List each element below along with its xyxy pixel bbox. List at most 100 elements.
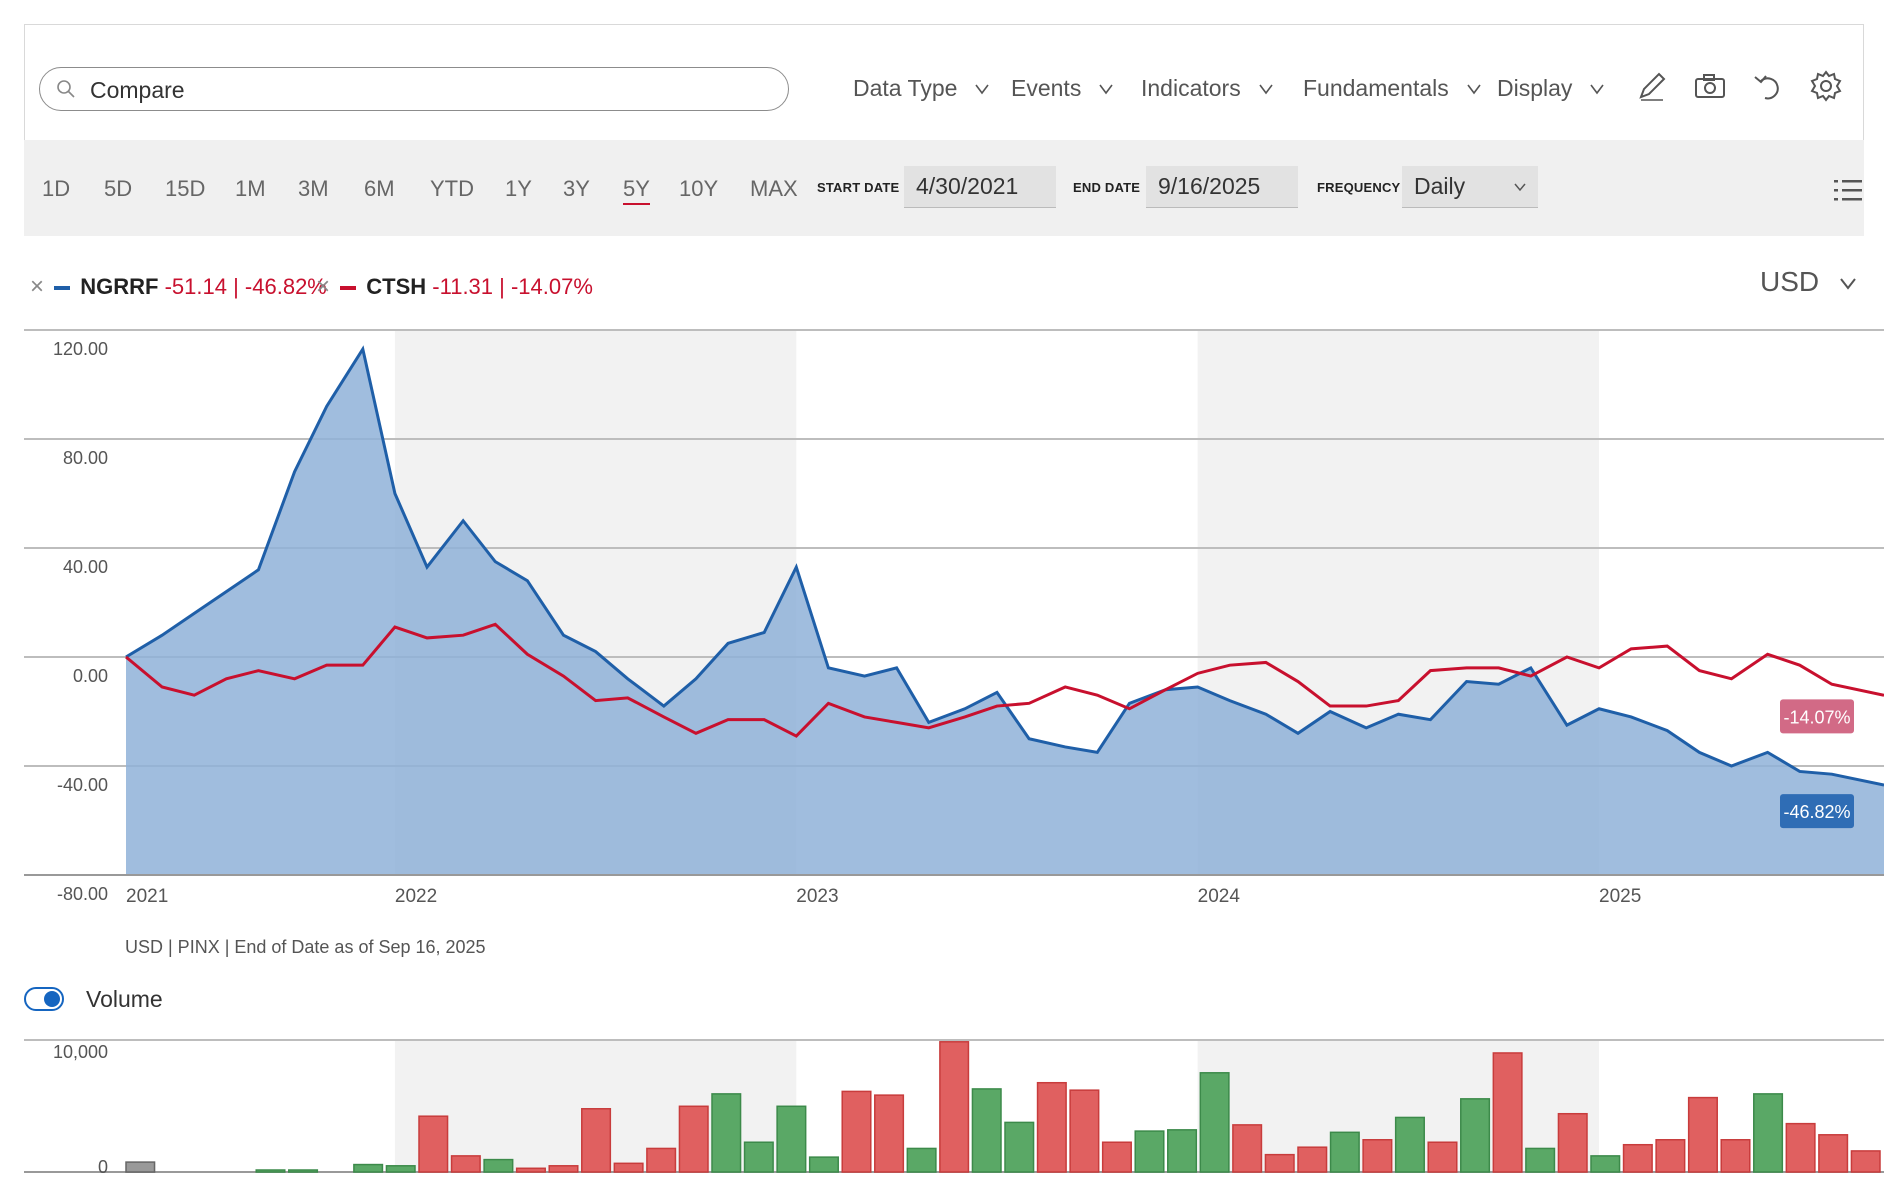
volume-bar xyxy=(288,1169,319,1173)
volume-bar xyxy=(1655,1139,1686,1173)
undo-icon[interactable] xyxy=(1751,69,1785,103)
volume-bar xyxy=(1687,1096,1718,1173)
ctsh-end-label: -14.07% xyxy=(1783,707,1850,727)
events-menu[interactable]: Events xyxy=(1011,75,1113,102)
y-tick-label: 120.00 xyxy=(53,339,108,359)
volume-bar xyxy=(1850,1150,1881,1173)
compare-search-input[interactable]: Compare xyxy=(39,67,789,111)
ngrrf-area xyxy=(126,349,1884,875)
range-15d[interactable]: 15D xyxy=(165,176,206,201)
range-5y[interactable]: 5Y xyxy=(623,176,650,205)
range-10y[interactable]: 10Y xyxy=(679,176,719,201)
volume-toggle[interactable] xyxy=(24,987,64,1011)
pencil-icon[interactable] xyxy=(1635,69,1669,103)
gear-icon[interactable] xyxy=(1809,69,1843,103)
menu-label-indicators: Indicators xyxy=(1141,75,1241,101)
display-menu[interactable]: Display xyxy=(1497,75,1605,102)
volume-bar xyxy=(255,1169,286,1173)
x-tick-label: 2025 xyxy=(1599,886,1641,907)
volume-bar xyxy=(353,1163,384,1173)
frequency-select[interactable]: Daily xyxy=(1402,166,1538,208)
x-tick-label: 2021 xyxy=(126,886,168,907)
volume-bar xyxy=(1622,1143,1653,1173)
volume-bar xyxy=(678,1105,709,1173)
list-menu-icon[interactable] xyxy=(1834,178,1862,202)
range-5d[interactable]: 5D xyxy=(104,176,133,201)
volume-bar xyxy=(1199,1072,1230,1173)
frequency-value: Daily xyxy=(1414,173,1466,199)
y-tick-label: 80.00 xyxy=(63,448,108,468)
remove-series-icon[interactable]: × xyxy=(316,273,331,300)
menu-label-display: Display xyxy=(1497,75,1573,101)
range-1d[interactable]: 1D xyxy=(42,176,71,201)
chevron-down-icon xyxy=(1840,278,1856,290)
currency-value: USD xyxy=(1760,266,1820,297)
end-date-input[interactable]: 9/16/2025 xyxy=(1146,166,1298,208)
remove-series-icon[interactable]: × xyxy=(30,273,45,300)
volume-bar xyxy=(906,1147,937,1173)
volume-bar xyxy=(125,1161,156,1173)
volume-bar xyxy=(450,1155,481,1173)
volume-bar xyxy=(776,1105,807,1173)
volume-bar xyxy=(1525,1147,1556,1173)
camera-icon[interactable] xyxy=(1693,69,1727,103)
x-tick-label: 2022 xyxy=(395,886,437,907)
fundamentals-menu[interactable]: Fundamentals xyxy=(1303,75,1481,102)
volume-bar xyxy=(1394,1116,1425,1173)
toggle-knob xyxy=(44,991,60,1007)
price-chart[interactable]: 120.00 80.00 40.00 0.00 -40.00 -80.00 2021 2022… xyxy=(0,320,1884,910)
range-1y[interactable]: 1Y xyxy=(505,176,532,201)
data-type-menu[interactable]: Data Type xyxy=(853,75,990,102)
volume-bar xyxy=(1329,1131,1360,1173)
ctsh-end-label-bg xyxy=(1780,699,1854,734)
chevron-down-icon xyxy=(1259,84,1273,94)
range-ytd[interactable]: YTD xyxy=(430,176,474,201)
range-1m[interactable]: 1M xyxy=(235,176,266,201)
indicators-menu[interactable]: Indicators xyxy=(1141,75,1273,102)
range-3m[interactable]: 3M xyxy=(298,176,329,201)
range-3y[interactable]: 3Y xyxy=(563,176,590,201)
volume-bar xyxy=(613,1162,644,1173)
range-6m[interactable]: 6M xyxy=(364,176,395,201)
legend-change: -51.14 | -46.82% xyxy=(164,274,327,299)
volume-bar xyxy=(1557,1112,1588,1173)
chevron-down-icon xyxy=(1467,84,1481,94)
volume-bar xyxy=(646,1147,677,1173)
chevron-down-icon xyxy=(1590,84,1605,94)
volume-bar xyxy=(1004,1121,1035,1173)
volume-chart: 10,000 0 xyxy=(24,1039,1884,1177)
x-tick-label: 2023 xyxy=(796,886,838,907)
volume-bar xyxy=(1492,1052,1523,1173)
volume-bar xyxy=(515,1167,546,1173)
volume-bar xyxy=(743,1141,774,1173)
frequency-label: FREQUENCY xyxy=(1317,180,1401,195)
menu-label-fundamentals: Fundamentals xyxy=(1303,75,1449,101)
y-tick-label: 0 xyxy=(98,1157,108,1177)
volume-bar xyxy=(581,1108,612,1173)
menu-label-events: Events xyxy=(1011,75,1082,101)
y-tick-label: 10,000 xyxy=(53,1042,108,1062)
ctsh-line xyxy=(125,622,1884,738)
search-icon xyxy=(57,80,75,98)
y-tick-label: -80.00 xyxy=(57,884,108,904)
start-date-input[interactable]: 4/30/2021 xyxy=(904,166,1056,208)
chevron-down-icon xyxy=(1099,84,1113,94)
volume-bar xyxy=(1785,1122,1816,1173)
volume-bar xyxy=(711,1093,742,1173)
volume-bar xyxy=(808,1156,839,1173)
end-date-label: END DATE xyxy=(1073,180,1141,195)
volume-bar xyxy=(939,1041,970,1173)
legend-symbol: CTSH xyxy=(366,274,427,299)
y-tick-label: 0.00 xyxy=(73,666,108,686)
volume-bar xyxy=(1362,1139,1393,1173)
y-tick-label: -40.00 xyxy=(57,775,108,795)
legend-item-ctsh: × CTSH -11.31 | -14.07% xyxy=(316,273,593,301)
legend-symbol: NGRRF xyxy=(80,274,159,299)
currency-select[interactable]: USD xyxy=(1760,266,1857,298)
date-range-bar: 1D 5D 15D 1M 3M 6M YTD 1Y 3Y 5Y 10Y MAX … xyxy=(24,140,1864,236)
series-swatch xyxy=(340,286,357,291)
volume-bar xyxy=(483,1158,514,1173)
volume-bar xyxy=(1134,1130,1165,1173)
volume-bar xyxy=(1427,1141,1458,1173)
range-max[interactable]: MAX xyxy=(750,176,798,201)
